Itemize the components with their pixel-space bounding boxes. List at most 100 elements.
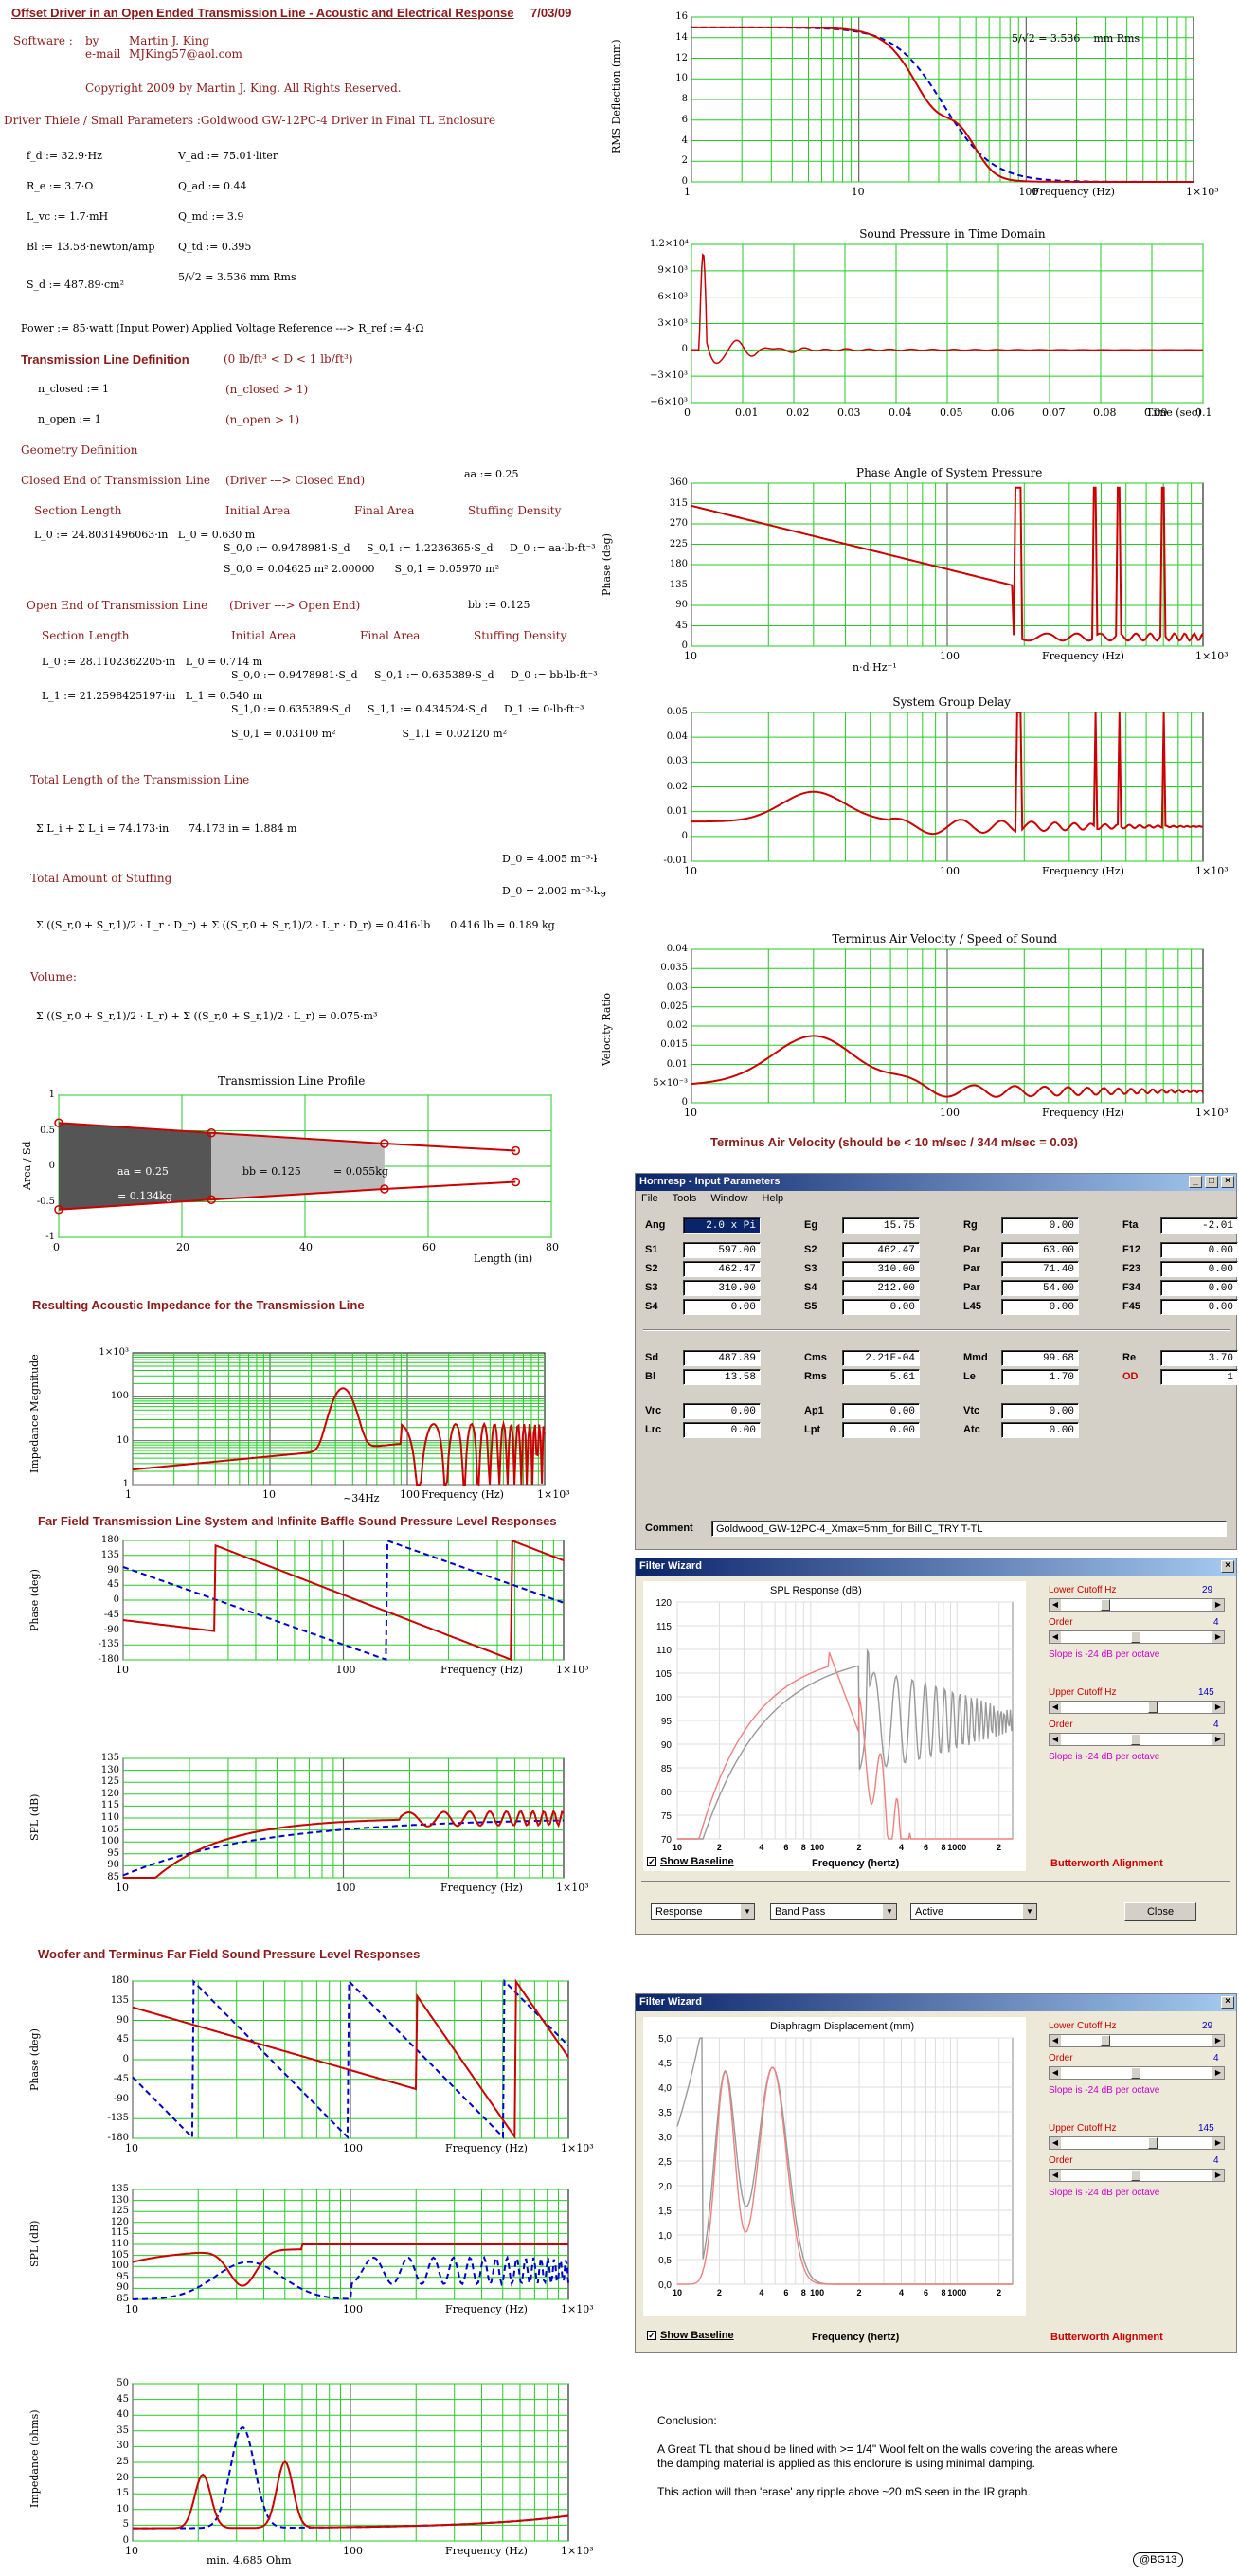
slider-thumb[interactable]	[1131, 1734, 1140, 1745]
hornresp-field-s5[interactable]: 0.00	[842, 1299, 920, 1315]
left-arrow-icon[interactable]: ◀	[1050, 2067, 1061, 2079]
slider-thumb[interactable]	[1131, 2067, 1140, 2079]
right-arrow-icon[interactable]: ▶	[1212, 2035, 1224, 2046]
upper-order-slider[interactable]: ◀ ▶	[1049, 2169, 1225, 2182]
hornresp-field-mmd[interactable]: 99.68	[1001, 1350, 1079, 1366]
hornresp-field-s3[interactable]: 310.00	[683, 1280, 761, 1296]
fw2-close-icon[interactable]: ×	[1221, 1996, 1234, 2009]
hornresp-field-od[interactable]: 1	[1160, 1369, 1238, 1385]
slider-thumb[interactable]	[1148, 2137, 1158, 2149]
hornresp-label-f34: F34	[1122, 1282, 1140, 1293]
plot-svg	[132, 1352, 546, 1487]
left-arrow-icon[interactable]: ◀	[1050, 1702, 1061, 1713]
menu-help[interactable]: Help	[762, 1193, 784, 1204]
combo-band-pass[interactable]: Band Pass ▼	[770, 1903, 897, 1920]
lower-order-slider[interactable]: ◀ ▶	[1049, 2066, 1225, 2080]
hornresp-field-lrc[interactable]: 0.00	[683, 1422, 761, 1438]
maximize-icon[interactable]: □	[1205, 1176, 1218, 1188]
hornresp-field-f12[interactable]: 0.00	[1160, 1242, 1238, 1258]
lower-order-label: Order	[1049, 1617, 1073, 1628]
hornresp-field-par[interactable]: 63.00	[1001, 1242, 1079, 1258]
menu-tools[interactable]: Tools	[672, 1193, 697, 1204]
checkbox-icon[interactable]: ✓	[647, 2331, 656, 2340]
x-tick-label: 1×10³	[556, 1882, 589, 1894]
right-arrow-icon[interactable]: ▶	[1212, 2170, 1224, 2181]
hornresp-field-ang[interactable]: 2.0 x Pi	[683, 1217, 761, 1234]
comment-field[interactable]: Goldwood_GW-12PC-4_Xmax=5mm_for Bill C_T…	[711, 1521, 1227, 1537]
fw1-show-baseline[interactable]: ✓ Show Baseline	[647, 1856, 734, 1867]
x-tick-label: 8	[941, 1843, 945, 1852]
right-arrow-icon[interactable]: ▶	[1212, 1631, 1224, 1643]
hornresp-field-par[interactable]: 54.00	[1001, 1280, 1079, 1296]
y-tick-label: 90	[675, 600, 688, 610]
y-axis-label: Phase (deg)	[601, 533, 613, 596]
upper-cutoff-slider[interactable]: ◀ ▶	[1049, 1701, 1225, 1714]
hornresp-field-atc[interactable]: 0.00	[1001, 1422, 1079, 1438]
slider-thumb[interactable]	[1148, 1702, 1158, 1713]
hornresp-field-f45[interactable]: 0.00	[1160, 1299, 1238, 1315]
right-arrow-icon[interactable]: ▶	[1212, 1702, 1224, 1713]
slider-thumb[interactable]	[1131, 2170, 1140, 2181]
hornresp-field-fta[interactable]: -2.01	[1160, 1217, 1238, 1234]
hornresp-field-f23[interactable]: 0.00	[1160, 1261, 1238, 1277]
upper-order-slider[interactable]: ◀ ▶	[1049, 1733, 1225, 1746]
left-arrow-icon[interactable]: ◀	[1050, 2170, 1061, 2181]
left-arrow-icon[interactable]: ◀	[1050, 1599, 1061, 1611]
hornresp-field-f34[interactable]: 0.00	[1160, 1280, 1238, 1296]
menu-window[interactable]: Window	[710, 1193, 748, 1204]
left-arrow-icon[interactable]: ◀	[1050, 2035, 1061, 2046]
author-name: Martin J. King	[129, 34, 210, 47]
hornresp-field-vrc[interactable]: 0.00	[683, 1403, 761, 1419]
lower-order-slider[interactable]: ◀ ▶	[1049, 1630, 1225, 1644]
hornresp-field-ap1[interactable]: 0.00	[842, 1403, 920, 1419]
hornresp-field-vtc[interactable]: 0.00	[1001, 1403, 1079, 1419]
x-tick-label: 10	[684, 650, 697, 662]
profile-node	[206, 1195, 216, 1204]
hornresp-field-eg[interactable]: 15.75	[842, 1217, 920, 1234]
hornresp-field-s1[interactable]: 597.00	[683, 1242, 761, 1258]
hornresp-field-le[interactable]: 1.70	[1001, 1369, 1079, 1385]
right-arrow-icon[interactable]: ▶	[1212, 1599, 1224, 1611]
slider-thumb[interactable]	[1101, 2035, 1110, 2046]
hornresp-field-s2[interactable]: 462.47	[683, 1261, 761, 1277]
close-icon[interactable]: ×	[1221, 1176, 1234, 1188]
hornresp-field-re[interactable]: 3.70	[1160, 1350, 1238, 1366]
upper-cutoff-slider[interactable]: ◀ ▶	[1049, 2136, 1225, 2150]
slider-thumb[interactable]	[1131, 1631, 1140, 1643]
hornresp-field-rms[interactable]: 5.61	[842, 1369, 920, 1385]
left-arrow-icon[interactable]: ◀	[1050, 2137, 1061, 2149]
rms-annotation: 5/√2 = 3.536 mm Rms	[1012, 32, 1140, 45]
hornresp-field-rg[interactable]: 0.00	[1001, 1217, 1079, 1234]
close-button[interactable]: Close	[1124, 1902, 1196, 1921]
right-arrow-icon[interactable]: ▶	[1212, 2137, 1224, 2149]
x-tick-label: 6	[924, 1843, 928, 1852]
checkbox-icon[interactable]: ✓	[647, 1857, 656, 1866]
combo-response[interactable]: Response ▼	[651, 1903, 755, 1920]
menu-file[interactable]: File	[641, 1193, 658, 1204]
minimize-icon[interactable]: _	[1189, 1176, 1202, 1188]
slider-thumb[interactable]	[1101, 1599, 1110, 1611]
hornresp-field-sd[interactable]: 487.89	[683, 1350, 761, 1366]
right-arrow-icon[interactable]: ▶	[1212, 1734, 1224, 1745]
fw1-close-icon[interactable]: ×	[1221, 1560, 1234, 1573]
hornresp-field-s4[interactable]: 212.00	[842, 1280, 920, 1296]
hornresp-field-s2[interactable]: 462.47	[842, 1242, 920, 1258]
lower-cutoff-slider[interactable]: ◀ ▶	[1049, 2034, 1225, 2047]
left-arrow-icon[interactable]: ◀	[1050, 1631, 1061, 1643]
hornresp-field-cms[interactable]: 2.21E-04	[842, 1350, 920, 1366]
y-tick-label: 2,0	[658, 2182, 672, 2192]
lower-cutoff-slider[interactable]: ◀ ▶	[1049, 1598, 1225, 1612]
right-arrow-icon[interactable]: ▶	[1212, 2067, 1224, 2079]
plot-svg	[691, 243, 1204, 404]
hornresp-field-lpt[interactable]: 0.00	[842, 1422, 920, 1438]
fw2-show-baseline[interactable]: ✓ Show Baseline	[647, 2330, 734, 2341]
x-tick-label: 0.05	[940, 406, 963, 419]
hornresp-field-s3[interactable]: 310.00	[842, 1261, 920, 1277]
left-arrow-icon[interactable]: ◀	[1050, 1734, 1061, 1745]
hornresp-field-l45[interactable]: 0.00	[1001, 1299, 1079, 1315]
hornresp-field-bl[interactable]: 13.58	[683, 1369, 761, 1385]
hornresp-field-s4[interactable]: 0.00	[683, 1299, 761, 1315]
y-tick-label: -135	[107, 2113, 129, 2124]
combo-active[interactable]: Active ▼	[910, 1903, 1037, 1920]
hornresp-field-par[interactable]: 71.40	[1001, 1261, 1079, 1277]
